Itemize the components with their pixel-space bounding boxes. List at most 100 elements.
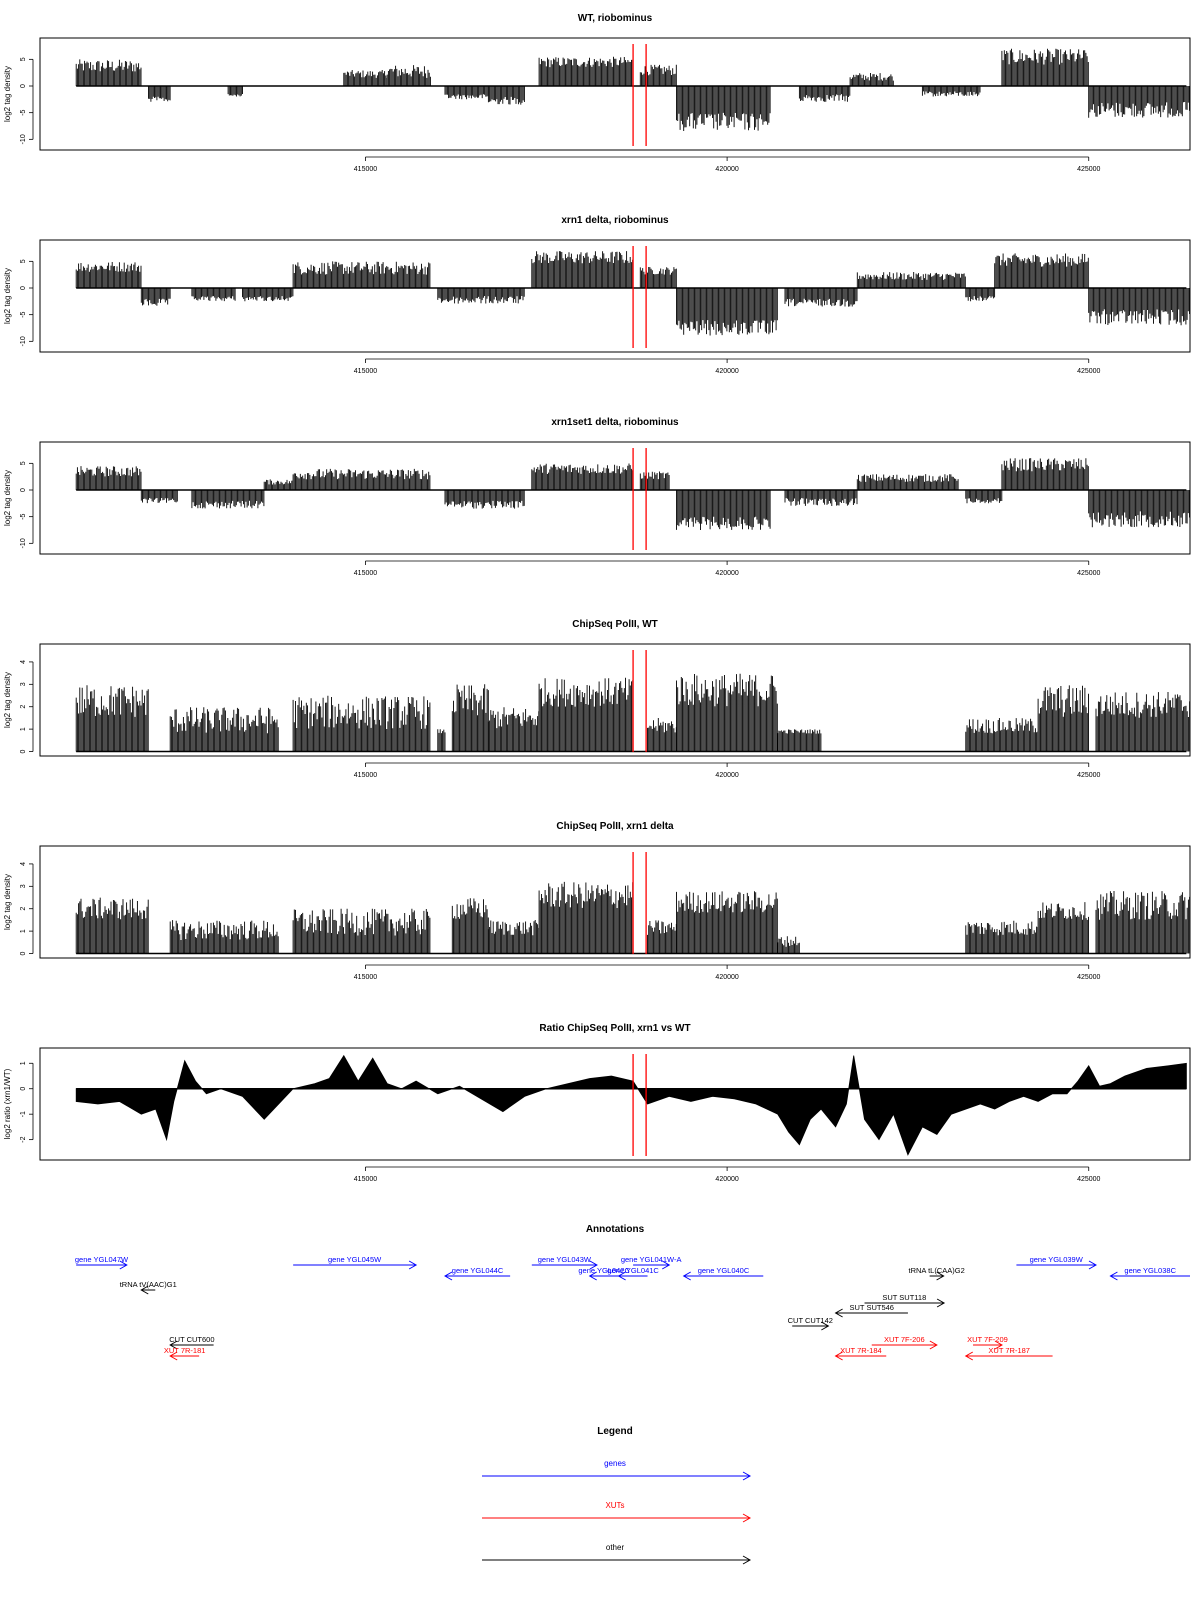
y-tick-label: -2 xyxy=(20,1136,27,1142)
y-tick-label: 1 xyxy=(20,1061,27,1065)
legend-item-label: other xyxy=(606,1543,625,1552)
legend-item: other xyxy=(482,1543,752,1565)
bar-segment-3 xyxy=(191,490,265,509)
x-tick-label: 420000 xyxy=(715,368,738,375)
bar-segment-bars xyxy=(784,288,858,307)
annotation-feature: gene YGL039W xyxy=(1016,1255,1097,1270)
bar-segment-bars xyxy=(1037,902,1089,954)
bar-segment-9 xyxy=(676,673,778,752)
bar-segment-bars xyxy=(292,468,431,490)
feature-arrow-head xyxy=(140,1285,149,1295)
annotation-label: gene YGL041C xyxy=(607,1266,659,1275)
bar-segment-13 xyxy=(921,86,981,97)
annotation-label: CUT CUT600 xyxy=(169,1335,214,1344)
bar-segment-bars xyxy=(965,920,1039,954)
bar-segment-bars xyxy=(148,86,171,102)
y-tick-label: -5 xyxy=(20,513,27,519)
y-tick-label: 5 xyxy=(20,259,27,263)
bar-segment-bars xyxy=(292,695,431,752)
bar-segment-bars xyxy=(292,261,431,288)
bar-segment-bars xyxy=(994,253,1089,288)
y-tick-label: 4 xyxy=(20,660,27,664)
chart-title: Ratio ChipSeq PolII, xrn1 vs WT xyxy=(539,1023,690,1034)
annotation-label: SUT SUT546 xyxy=(850,1303,894,1312)
data-marks xyxy=(75,881,1191,954)
y-tick-label: 0 xyxy=(20,951,27,955)
legend-item-label: XUTs xyxy=(605,1501,624,1510)
bar-segment-7 xyxy=(531,251,634,288)
bar-segment-2 xyxy=(169,707,279,752)
bar-segment-12 xyxy=(849,73,894,86)
x-axis: 415000 420000 425000 xyxy=(354,358,1101,375)
y-tick-label: 1 xyxy=(20,929,27,933)
x-tick-label: 425000 xyxy=(1077,368,1100,375)
chart-title: ChipSeq PolII, xrn1 delta xyxy=(556,821,674,832)
bar-segment-bars xyxy=(676,891,778,954)
y-axis-label: log2 tag density xyxy=(3,874,12,930)
bar-segment-bars xyxy=(1037,685,1089,752)
bar-segment-6 xyxy=(444,86,489,100)
bar-segment-14 xyxy=(1001,48,1089,86)
bar-segment-5 xyxy=(386,65,431,86)
bar-segment-bars xyxy=(191,490,265,509)
feature-arrow-head xyxy=(834,1308,843,1318)
x-tick-label: 415000 xyxy=(354,166,377,173)
bar-segment-9 xyxy=(676,490,771,530)
annotation-feature: tRNA tL(CAA)G2 xyxy=(908,1266,965,1281)
bar-segment-bars xyxy=(538,677,634,752)
bar-segment-bars xyxy=(487,86,525,105)
bar-segment-bars xyxy=(169,707,279,752)
feature-arrow-head xyxy=(169,1340,178,1350)
bar-segment-bars xyxy=(965,288,996,302)
feature-arrow-head xyxy=(119,1260,128,1270)
chart-panel-6: Ratio ChipSeq PolII, xrn1 vs WT log2 rati… xyxy=(3,1023,1191,1183)
chart-panel-4: ChipSeq PolII, WT log2 tag density 0 1 2 3 4 41… xyxy=(3,619,1191,779)
annotation-feature: gene YGL045W xyxy=(293,1255,418,1270)
bar-segment-13 xyxy=(1001,458,1089,490)
annotation-label: SUT SUT118 xyxy=(882,1293,926,1302)
y-axis-label: log2 tag density xyxy=(3,66,12,122)
bar-segment-bars xyxy=(849,73,894,86)
bar-segment-6 xyxy=(538,881,634,954)
x-tick-label: 420000 xyxy=(715,570,738,577)
bar-segment-10 xyxy=(784,288,858,307)
bar-segment-bars xyxy=(1088,288,1190,326)
annotation-label: tRNA tV(AAC)G1 xyxy=(120,1280,177,1289)
y-axis-label: log2 tag density xyxy=(3,470,12,526)
bar-segment-7 xyxy=(487,86,525,105)
annotation-label: gene YGL041W-A xyxy=(621,1255,682,1264)
bar-segment-6 xyxy=(487,707,540,752)
y-tick-label: -1 xyxy=(20,1111,27,1117)
data-marks xyxy=(75,48,1190,131)
bar-segment-bars xyxy=(856,474,959,490)
data-marks xyxy=(75,458,1190,530)
x-tick-label: 425000 xyxy=(1077,974,1100,981)
y-tick-label: 0 xyxy=(20,84,27,88)
chart-panel-3: xrn1set1 delta, riobominus log2 tag densi… xyxy=(3,417,1191,577)
plot-frame xyxy=(39,239,1191,353)
bar-segment-bars xyxy=(921,86,981,97)
bar-segment-3 xyxy=(292,908,431,954)
x-tick-label: 415000 xyxy=(354,974,377,981)
annotation-label: gene YGL039W xyxy=(1030,1255,1084,1264)
bar-segment-bars xyxy=(676,673,778,752)
bar-segment-15 xyxy=(1088,86,1190,118)
y-tick-label: 1 xyxy=(20,727,27,731)
annotation-label: XUT 7F-206 xyxy=(884,1335,925,1344)
bar-segment-bars xyxy=(538,881,634,954)
x-axis: 415000 420000 425000 xyxy=(354,560,1101,577)
x-tick-label: 415000 xyxy=(354,772,377,779)
bar-segment-1 xyxy=(75,685,149,752)
feature-arrow-head xyxy=(964,1351,974,1361)
bar-segment-bars xyxy=(647,920,677,954)
bar-segment-4 xyxy=(451,898,489,954)
feature-arrow-head xyxy=(936,1271,945,1281)
bar-segment-bars xyxy=(386,65,431,86)
x-tick-label: 420000 xyxy=(715,1176,738,1183)
plot-frame xyxy=(39,845,1191,959)
y-axis-label: log2 tag density xyxy=(3,268,12,324)
data-marks xyxy=(75,251,1190,336)
bar-segment-14 xyxy=(1088,490,1190,528)
x-axis: 415000 420000 425000 xyxy=(354,156,1101,173)
bar-segment-11 xyxy=(856,474,959,490)
